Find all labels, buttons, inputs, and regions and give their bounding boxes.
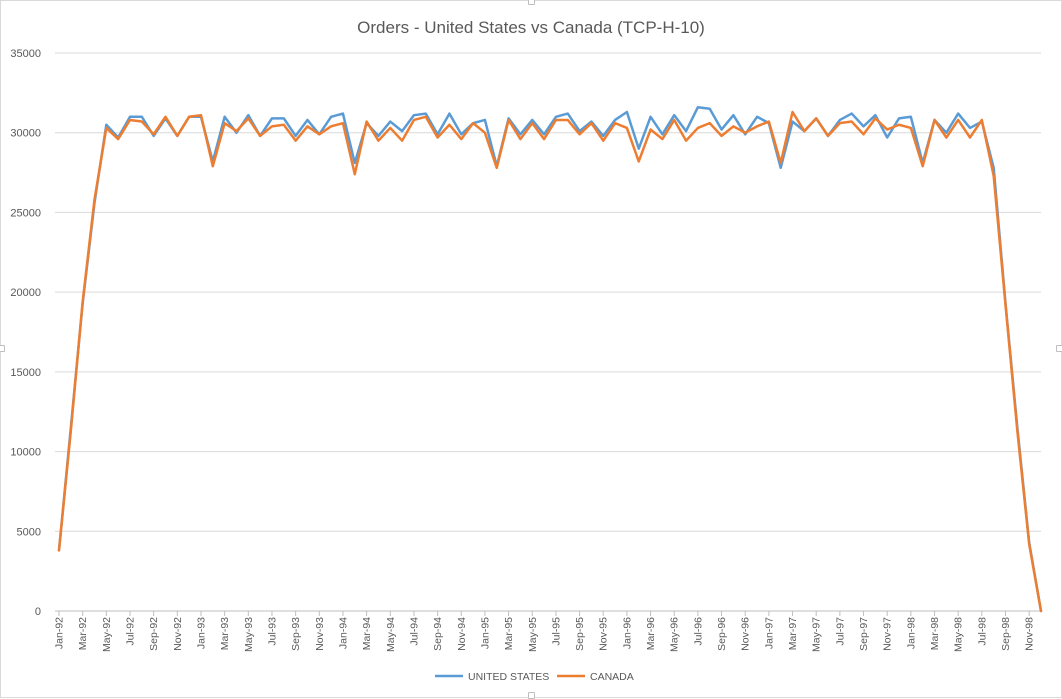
x-tick-label: Nov-92 bbox=[172, 617, 184, 651]
x-tick-label: Nov-94 bbox=[456, 617, 468, 651]
resize-handle-right[interactable] bbox=[1056, 345, 1062, 352]
x-tick-label: Jul-98 bbox=[976, 617, 988, 646]
x-tick-label: Jan-92 bbox=[54, 617, 66, 649]
x-tick-label: May-98 bbox=[953, 617, 965, 652]
y-tick-label: 0 bbox=[35, 606, 41, 618]
x-tick-label: Jan-94 bbox=[337, 617, 349, 649]
y-tick-label: 15000 bbox=[10, 367, 41, 379]
y-tick-label: 35000 bbox=[10, 48, 41, 60]
x-tick-label: May-93 bbox=[243, 617, 255, 652]
x-tick-label: Jan-96 bbox=[621, 617, 633, 649]
x-tick-label: Jul-97 bbox=[834, 617, 846, 646]
x-tick-label: Sep-93 bbox=[290, 617, 302, 651]
x-tick-label: Sep-92 bbox=[148, 617, 160, 651]
x-tick-label: Sep-98 bbox=[1000, 617, 1012, 651]
x-tick-label: Jan-95 bbox=[479, 617, 491, 649]
y-tick-label: 30000 bbox=[10, 128, 41, 140]
legend[interactable]: UNITED STATES CANADA bbox=[435, 671, 634, 683]
x-tick-label: Nov-96 bbox=[740, 617, 752, 651]
x-tick-label: Jan-98 bbox=[905, 617, 917, 649]
x-tick-label: Nov-93 bbox=[314, 617, 326, 651]
x-tick-label: May-97 bbox=[811, 617, 823, 652]
x-tick-label: Mar-95 bbox=[503, 617, 515, 650]
y-tick-label: 25000 bbox=[10, 207, 41, 219]
x-tick-label: Mar-98 bbox=[929, 617, 941, 650]
x-tick-label: Nov-98 bbox=[1024, 617, 1036, 651]
legend-label: CANADA bbox=[590, 671, 634, 683]
y-tick-label: 5000 bbox=[17, 526, 41, 538]
x-tick-label: Jul-94 bbox=[408, 617, 420, 646]
x-tick-label: Jan-93 bbox=[195, 617, 207, 649]
x-tick-label: May-96 bbox=[669, 617, 681, 652]
x-tick-label: Jan-97 bbox=[763, 617, 775, 649]
x-tick-label: Mar-93 bbox=[219, 617, 231, 650]
x-tick-label: Jul-95 bbox=[550, 617, 562, 646]
x-tick-label: Mar-94 bbox=[361, 617, 373, 650]
x-tick-label: Mar-97 bbox=[787, 617, 799, 650]
y-tick-label: 10000 bbox=[10, 447, 41, 459]
series-line-united-states[interactable] bbox=[57, 105, 1043, 613]
x-tick-label: Nov-95 bbox=[598, 617, 610, 651]
plot-series[interactable] bbox=[57, 105, 1043, 613]
y-axis-ticks: 0 5000 10000 15000 20000 25000 30000 35000 bbox=[10, 48, 41, 618]
x-axis-ticks: Jan-92 Mar-92 May-92 Jul-92 Sep-92 Nov-92 Jan-… bbox=[54, 611, 1036, 652]
x-tick-label: May-92 bbox=[101, 617, 113, 652]
series-line-canada[interactable] bbox=[57, 110, 1043, 613]
x-tick-label: Jul-93 bbox=[266, 617, 278, 646]
x-tick-label: May-94 bbox=[385, 617, 397, 652]
x-tick-label: Jul-96 bbox=[692, 617, 704, 646]
x-tick-label: Nov-97 bbox=[882, 617, 894, 651]
chart-title: Orders - United States vs Canada (TCP-H-… bbox=[357, 18, 705, 37]
x-tick-label: Sep-94 bbox=[432, 617, 444, 651]
x-tick-label: Sep-97 bbox=[858, 617, 870, 651]
resize-handle-top[interactable] bbox=[528, 0, 535, 5]
x-tick-label: Mar-96 bbox=[645, 617, 657, 650]
x-tick-label: Sep-95 bbox=[574, 617, 586, 651]
y-tick-label: 20000 bbox=[10, 287, 41, 299]
x-tick-label: Mar-92 bbox=[77, 617, 89, 650]
legend-label: UNITED STATES bbox=[468, 671, 549, 683]
x-tick-label: Jul-92 bbox=[124, 617, 136, 646]
x-tick-label: May-95 bbox=[527, 617, 539, 652]
gridlines bbox=[55, 52, 1041, 612]
resize-handle-left[interactable] bbox=[0, 345, 5, 352]
x-tick-label: Sep-96 bbox=[716, 617, 728, 651]
